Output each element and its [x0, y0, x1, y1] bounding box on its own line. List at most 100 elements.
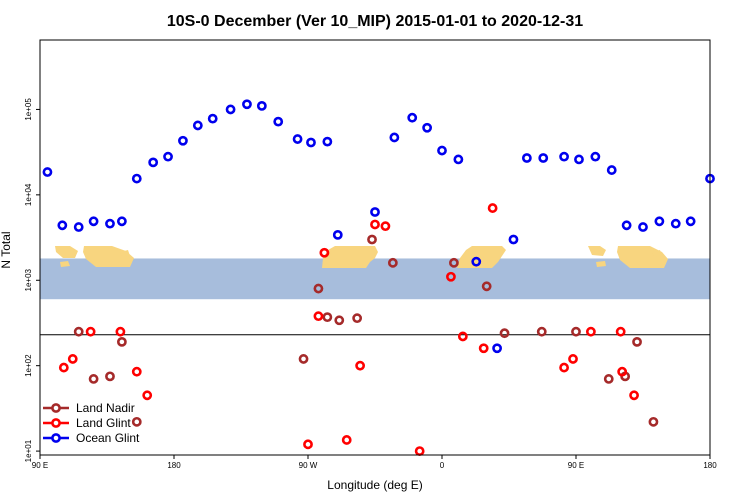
y-tick-label: 1e+03 [24, 268, 33, 291]
axes: 90 E 180 90 W 0 90 E 180 1e+01 1e+02 1e+03 1e+04… [24, 39, 717, 470]
data-point [574, 154, 584, 165]
data-point [88, 374, 99, 384]
data-point [355, 360, 366, 371]
legend-label: Land Glint [76, 416, 131, 430]
data-point [670, 218, 681, 229]
data-point [67, 354, 78, 364]
data-points [42, 99, 715, 456]
series-land-glint [58, 203, 639, 456]
data-point [590, 151, 601, 162]
data-point [538, 153, 549, 163]
data-point [481, 281, 492, 292]
data-point [105, 218, 115, 229]
data-point [449, 257, 459, 268]
y-tick-label: 1e+05 [24, 98, 33, 121]
data-point [85, 326, 96, 337]
data-point [58, 362, 69, 373]
chart-title: 10S-0 December (Ver 10_MIP) 2015-01-01 t… [167, 13, 583, 30]
series-ocean-glint [42, 99, 715, 354]
data-point [571, 326, 581, 337]
x-tick-label: 180 [167, 461, 181, 470]
data-point [332, 229, 343, 240]
data-point [319, 247, 330, 258]
data-point [654, 216, 665, 227]
data-point [370, 219, 380, 230]
data-point [453, 154, 464, 165]
data-point [606, 165, 617, 175]
data-point [163, 151, 173, 162]
data-point [685, 216, 696, 227]
legend-marker [51, 418, 61, 428]
plot-frame [39, 39, 711, 456]
y-tick-label: 1e+02 [24, 354, 33, 377]
legend-entry: Ocean Glint [43, 431, 140, 445]
map-land [55, 246, 668, 268]
data-point [242, 99, 252, 110]
data-point [370, 207, 380, 217]
data-point [559, 151, 569, 162]
data-point [256, 100, 267, 111]
data-point [478, 343, 489, 354]
x-tick-label: 90 E [32, 461, 48, 470]
data-point [380, 221, 391, 232]
legend-entry: Land Nadir [43, 401, 135, 415]
x-tick-label: 90 E [568, 461, 584, 470]
x-axis-label: Longitude (deg E) [327, 478, 422, 492]
data-point [422, 122, 433, 133]
data-point [131, 416, 142, 427]
y-axis-label: N Total [0, 231, 13, 268]
data-point [148, 157, 159, 168]
data-point [292, 134, 303, 144]
data-point [632, 336, 642, 347]
data-point [352, 313, 363, 324]
data-point [142, 390, 153, 401]
y-tick-label: 1e+01 [24, 439, 33, 462]
data-point [499, 328, 510, 339]
legend-marker [51, 403, 61, 413]
data-point [457, 331, 468, 342]
data-point [298, 354, 309, 364]
data-point [414, 446, 425, 456]
data-point [73, 222, 84, 232]
data-point [322, 136, 333, 147]
data-point [367, 234, 377, 245]
series-land-nadir [73, 234, 659, 427]
legend-entry: Land Glint [43, 416, 131, 430]
data-point [105, 371, 115, 382]
data-point [387, 257, 398, 268]
data-point [559, 362, 569, 373]
data-point [407, 112, 418, 123]
data-point [568, 354, 578, 364]
x-tick-label: 90 W [299, 461, 318, 470]
data-point [73, 326, 84, 337]
data-point [341, 435, 352, 445]
data-point [207, 113, 218, 124]
data-point [322, 312, 333, 323]
data-point [521, 153, 532, 163]
x-tick-label: 180 [703, 461, 717, 470]
data-point [42, 167, 53, 177]
x-tick-label: 0 [440, 461, 445, 470]
data-point [585, 326, 596, 337]
data-point [471, 256, 482, 267]
x-axis-ticks: 90 E 180 90 W 0 90 E 180 [32, 455, 717, 470]
data-point [508, 234, 519, 245]
data-point [306, 137, 316, 148]
y-axis-ticks: 1e+01 1e+02 1e+03 1e+04 1e+05 [24, 98, 40, 462]
data-point [178, 135, 188, 146]
legend-label: Land Nadir [76, 401, 135, 415]
data-point [131, 366, 142, 377]
data-point [313, 311, 324, 322]
data-point [621, 220, 632, 231]
data-point [536, 326, 547, 337]
data-point [303, 439, 313, 450]
data-point [131, 173, 142, 184]
data-point [492, 343, 502, 354]
data-point [88, 216, 99, 227]
data-point [638, 222, 648, 232]
data-point [116, 336, 127, 347]
legend-label: Ocean Glint [76, 431, 140, 445]
data-point [389, 132, 400, 143]
